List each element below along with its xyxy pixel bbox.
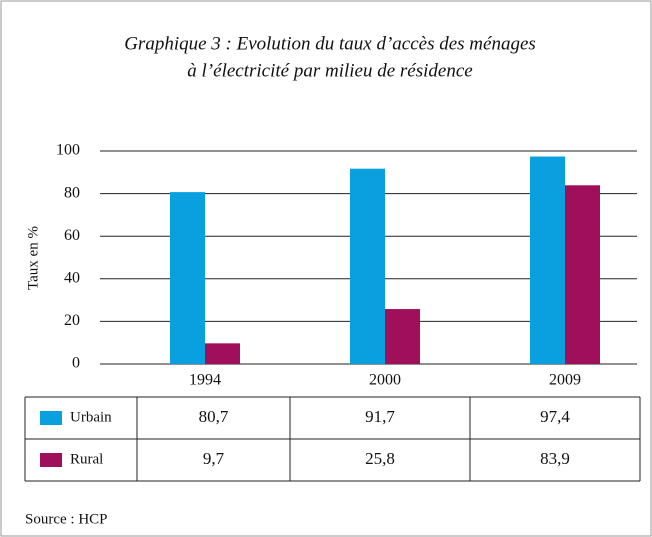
y-tick-label: 60 bbox=[64, 227, 80, 244]
x-tick-label: 1994 bbox=[189, 372, 221, 389]
chart-title: Graphique 3 : Evolution du taux d’accès … bbox=[124, 33, 536, 54]
y-tick-label: 0 bbox=[72, 355, 80, 372]
chart-title: à l’électricité par milieu de résidence bbox=[187, 60, 472, 81]
y-axis-label: Taux en % bbox=[25, 226, 41, 290]
table-value: 80,7 bbox=[199, 407, 229, 426]
bar bbox=[565, 185, 600, 364]
y-tick-label: 20 bbox=[64, 312, 80, 329]
bar bbox=[205, 343, 240, 364]
table-value: 83,9 bbox=[540, 449, 570, 468]
y-tick-label: 100 bbox=[56, 142, 80, 159]
y-tick-label: 80 bbox=[64, 184, 80, 201]
legend-swatch bbox=[40, 453, 62, 467]
x-tick-label: 2000 bbox=[369, 372, 401, 389]
bar bbox=[385, 309, 420, 364]
table-value: 9,7 bbox=[203, 449, 225, 468]
legend-swatch bbox=[40, 411, 62, 425]
y-tick-label: 40 bbox=[64, 269, 80, 286]
table-value: 25,8 bbox=[365, 449, 395, 468]
bar bbox=[170, 192, 205, 364]
legend-label: Urbain bbox=[70, 409, 112, 425]
table-value: 97,4 bbox=[540, 407, 570, 426]
legend-label: Rural bbox=[70, 451, 103, 467]
bar bbox=[350, 168, 385, 364]
bar bbox=[530, 156, 565, 364]
table-value: 91,7 bbox=[365, 407, 395, 426]
source: Source : HCP bbox=[25, 511, 108, 527]
x-tick-label: 2009 bbox=[549, 372, 581, 389]
